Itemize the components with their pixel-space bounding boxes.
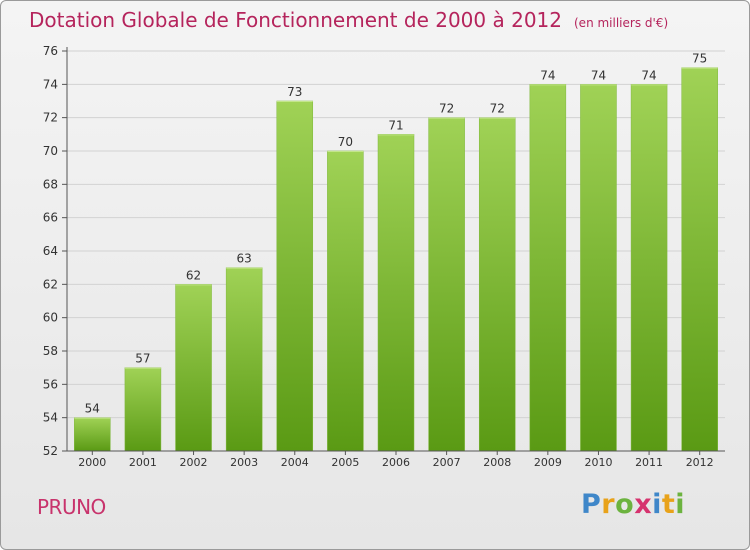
bars [74,67,718,452]
value-label-2005: 70 [338,135,353,149]
value-label-2000: 54 [85,402,100,416]
x-tick-label-2009: 2009 [534,456,562,469]
x-tick-label-2006: 2006 [382,456,410,469]
y-tick-label: 70 [43,144,58,158]
logo-letter: o [615,489,635,520]
bar-2002 [175,284,212,452]
y-tick-label: 68 [43,177,58,191]
y-tick-label: 62 [43,277,58,291]
logo-letter: x [634,489,653,520]
chart-title-text: Dotation Globale de Fonctionnement de 20… [29,8,562,32]
x-tick-label-2002: 2002 [180,456,208,469]
bar-2001 [124,367,162,452]
logo-letter: i [675,489,686,520]
chart-subtitle: (en milliers d'€) [574,16,669,30]
bar-2005 [327,150,364,452]
proxiti-logo: Proxiti [581,489,685,520]
x-tick-label-2001: 2001 [129,456,157,469]
logo-letter: i [652,489,662,520]
logo-letter: t [661,489,676,520]
value-label-2007: 72 [439,102,454,116]
bar-2000 [74,417,111,452]
x-tick-label-2003: 2003 [230,456,258,469]
value-labels: 54 57 62 63 73 70 71 72 72 74 74 74 75 [85,52,708,416]
value-label-2012: 75 [692,52,707,66]
x-tick-label-2008: 2008 [483,456,511,469]
value-label-2009: 74 [540,68,555,82]
x-tick-label-2005: 2005 [331,456,359,469]
value-label-2008: 72 [490,102,505,116]
bar-2004 [276,100,314,452]
value-label-2006: 71 [388,118,403,132]
y-tick-label: 60 [43,311,58,325]
bar-2006 [377,134,415,452]
bar-2007 [428,117,465,452]
x-tick-label-2010: 2010 [584,456,612,469]
bar-2010 [580,84,617,452]
x-tick-label-2007: 2007 [433,456,461,469]
bar-2008 [478,117,516,452]
y-tick-label: 54 [43,411,58,425]
bar-2012 [681,67,718,452]
logo-letter: P [581,489,602,520]
y-tick-label: 56 [43,377,58,391]
y-tick-label: 64 [43,244,58,258]
x-tick-label-2011: 2011 [635,456,663,469]
value-label-2001: 57 [135,352,150,366]
x-tick-label-2012: 2012 [686,456,714,469]
chart-title: Dotation Globale de Fonctionnement de 20… [29,8,668,32]
y-tick-label: 58 [43,344,58,358]
value-label-2010: 74 [591,68,606,82]
y-tick-label: 72 [43,111,58,125]
bar-2003 [225,267,263,452]
logo-letter: r [601,489,616,520]
axes: 52 54 56 58 60 62 64 66 68 70 72 74 76 2000 2001 2002 20… [43,44,725,469]
x-tick-label-2004: 2004 [281,456,309,469]
value-label-2003: 63 [237,252,252,266]
y-tick-label: 66 [43,211,58,225]
commune-name: PRUNO [37,495,106,519]
value-label-2002: 62 [186,268,201,282]
bar-2011 [630,84,668,452]
y-tick-label: 52 [43,444,58,458]
value-label-2011: 74 [641,68,656,82]
y-tick-label: 76 [43,44,58,58]
y-tick-label: 74 [43,77,58,91]
x-tick-label-2000: 2000 [78,456,106,469]
value-label-2004: 73 [287,85,302,99]
bar-2009 [529,84,567,452]
